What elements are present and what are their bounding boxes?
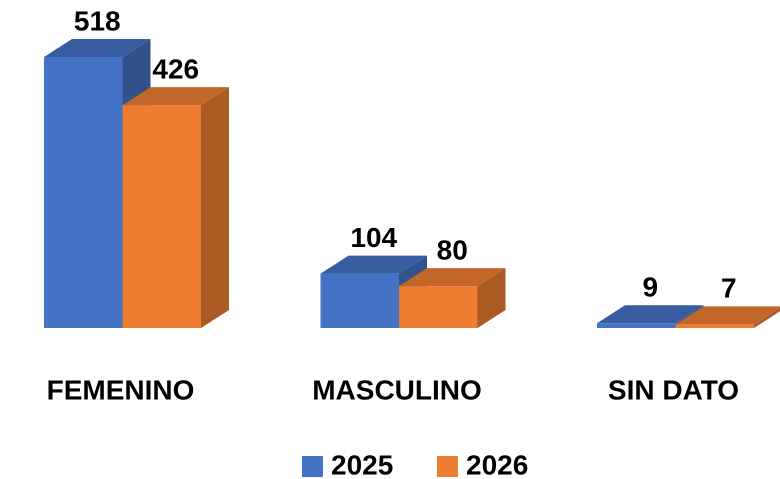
x-tick-label: MASCULINO xyxy=(312,374,482,405)
data-label: 80 xyxy=(437,235,468,266)
legend-label: 2026 xyxy=(466,449,528,479)
legend-item: 2026 xyxy=(437,449,528,479)
bar-front xyxy=(597,323,676,328)
bar-front xyxy=(675,324,754,328)
bar-side xyxy=(201,87,229,328)
bar-top xyxy=(122,87,229,106)
bar xyxy=(675,306,780,328)
legend-swatch xyxy=(437,456,458,477)
bar-top xyxy=(44,39,151,57)
x-tick-label: SIN DATO xyxy=(608,374,739,405)
data-label: 518 xyxy=(74,5,121,36)
bar-side xyxy=(477,268,506,328)
bar xyxy=(122,87,229,328)
bar-front xyxy=(320,273,399,328)
legend-swatch xyxy=(302,456,323,477)
bar-top xyxy=(399,268,506,287)
data-label: 7 xyxy=(721,273,737,304)
bar-front xyxy=(44,57,123,328)
legend-label: 2025 xyxy=(331,449,393,479)
bar-side xyxy=(754,307,780,328)
legend-item: 2025 xyxy=(302,449,393,479)
bar xyxy=(399,268,506,328)
data-label: 104 xyxy=(350,222,397,253)
data-label: 426 xyxy=(152,54,199,85)
bar-front xyxy=(399,286,478,328)
data-label: 9 xyxy=(642,272,658,303)
x-tick-label: FEMENINO xyxy=(47,374,195,405)
bar-top xyxy=(597,305,704,324)
bar-top xyxy=(675,306,780,325)
bar-top xyxy=(320,255,427,274)
bar xyxy=(320,255,427,328)
bar-front xyxy=(122,105,201,328)
